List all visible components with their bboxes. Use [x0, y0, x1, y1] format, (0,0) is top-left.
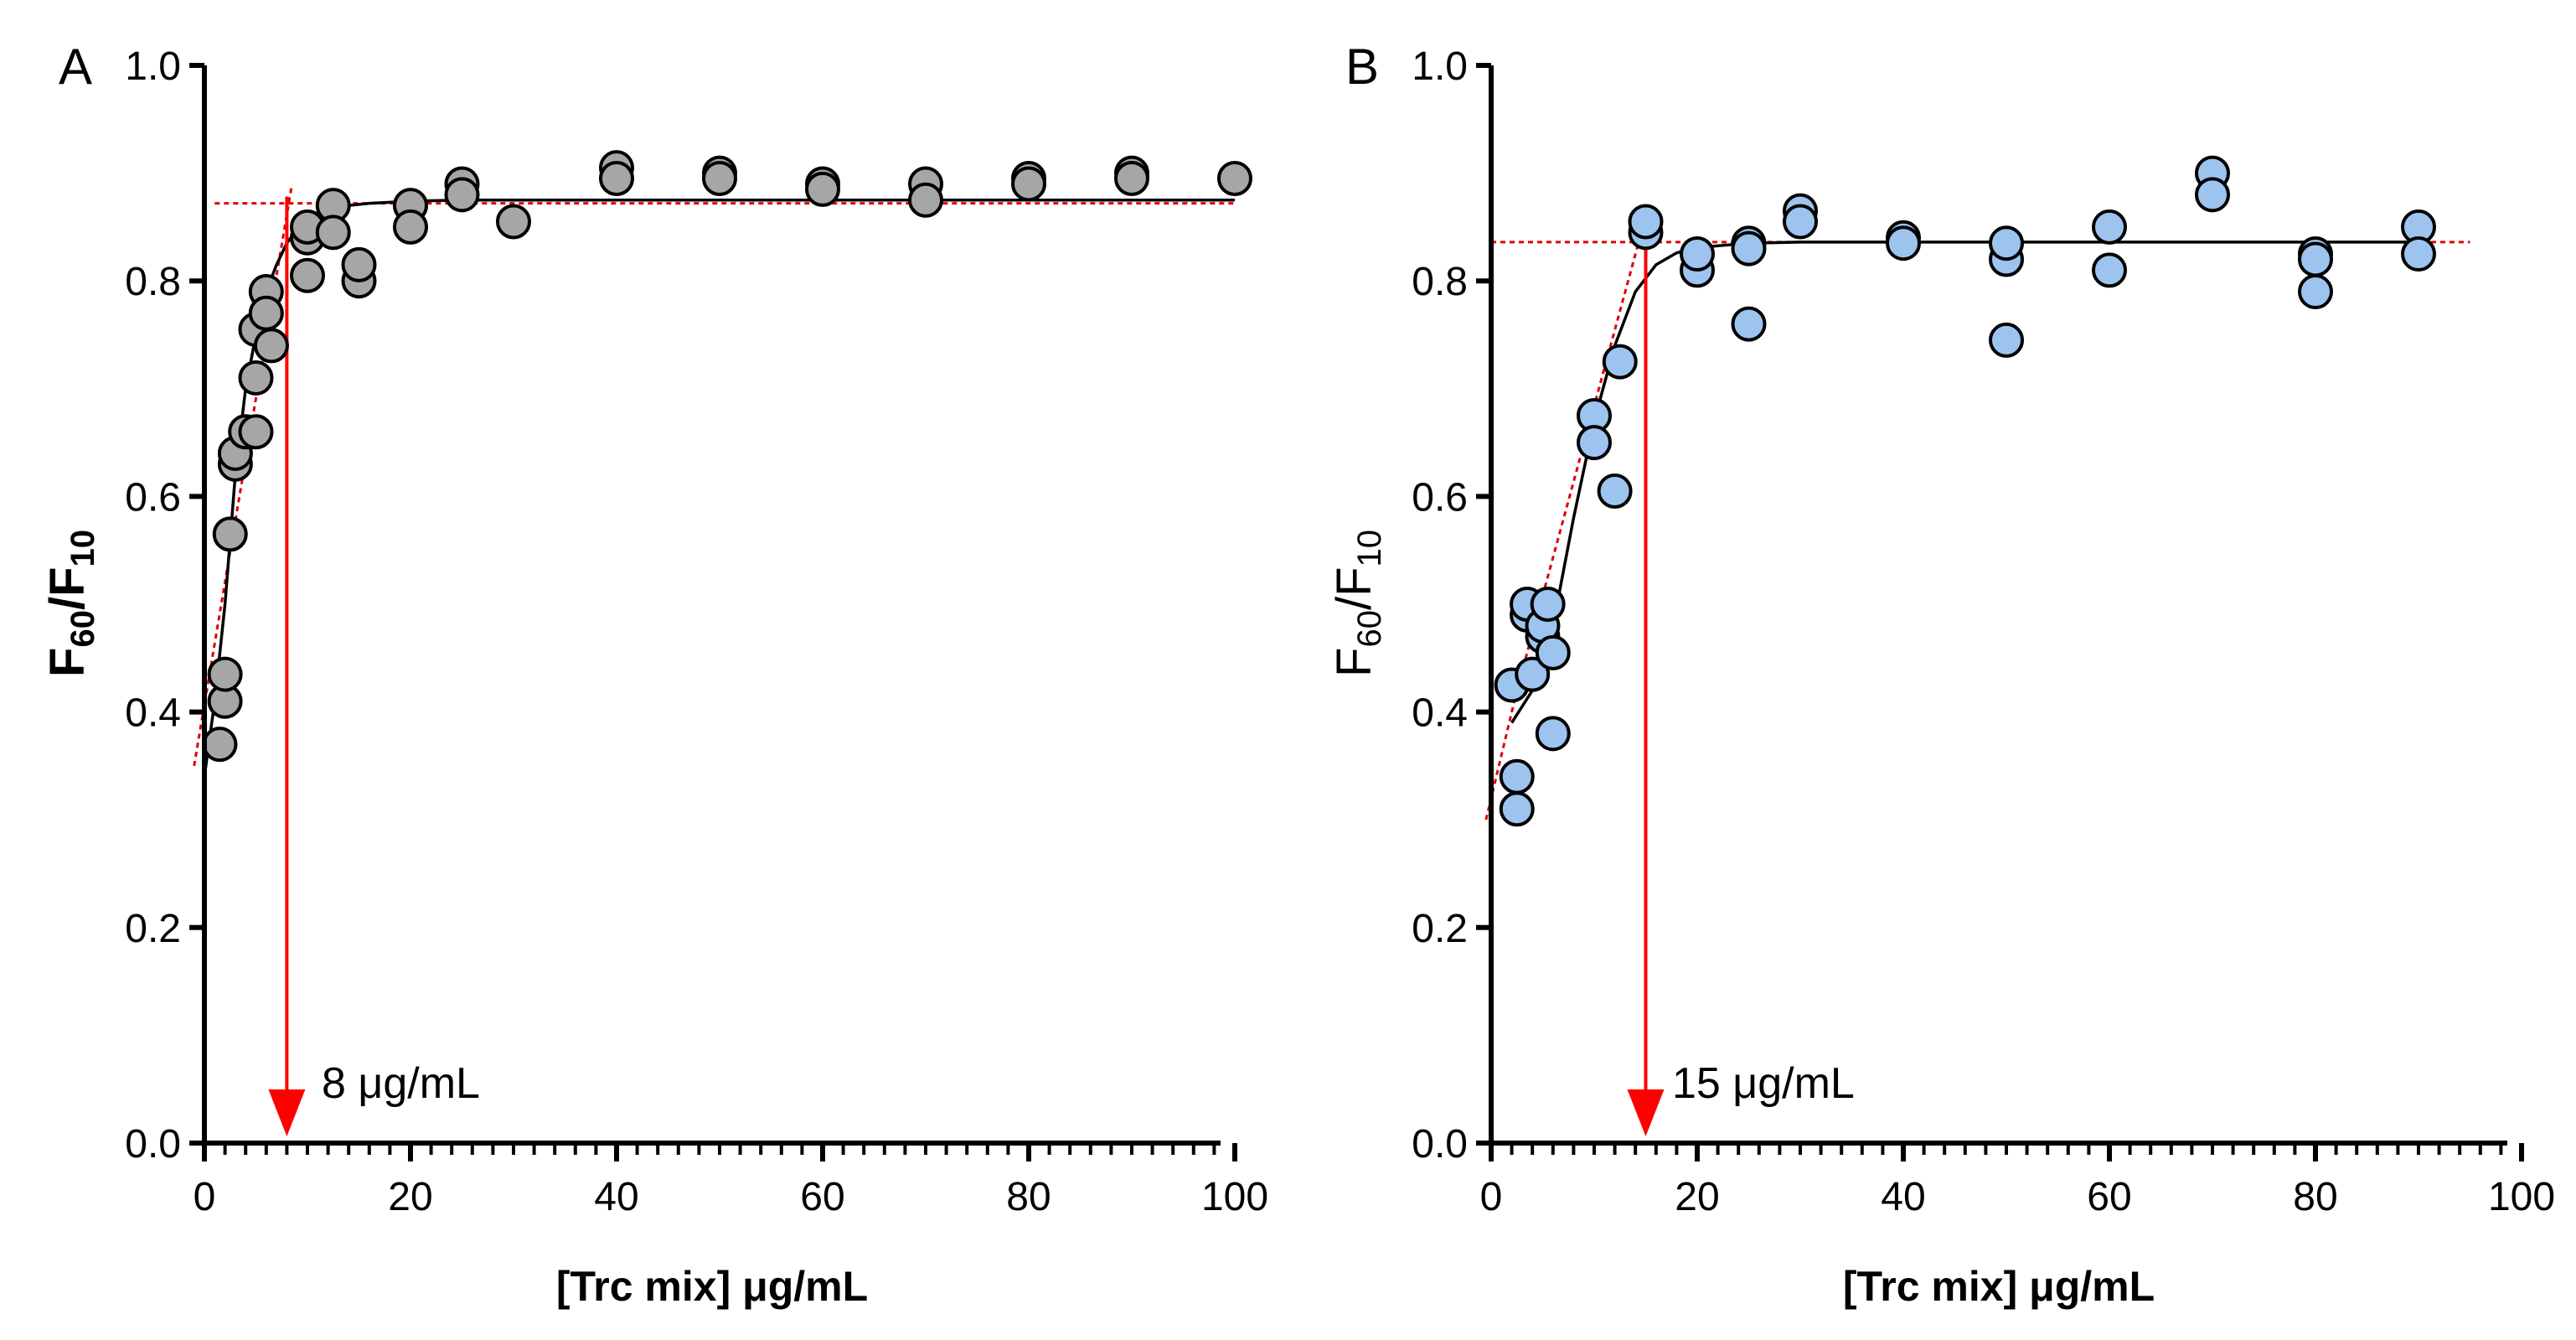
panel-a-data-point	[248, 295, 284, 331]
panel-b-data-point	[1731, 230, 1767, 266]
panel-a-data-point	[238, 414, 274, 450]
panel-b-y-tick-label: 0.4	[1412, 691, 1468, 736]
panel-a-data-point	[1217, 161, 1252, 197]
panel-b-x-axis-title: [Trc mix] μg/mL	[1843, 1263, 2155, 1310]
panel-a: A 0.0 0.2 0.4 0.6 0.8 1.0 0 20 40 60 80 100 8 μg/mL…	[40, 39, 1268, 1310]
panel-a-x-axis-title: [Trc mix] μg/mL	[556, 1263, 868, 1310]
panel-a-threshold-label: 8 μg/mL	[322, 1059, 480, 1108]
panel-b-y-tick-label: 1.0	[1412, 44, 1468, 89]
panel-b-y-axis-title: F60/F10	[1327, 530, 1388, 677]
panel-b-data-point	[1535, 634, 1571, 670]
panel-a-data-point	[805, 171, 840, 207]
panel-b-data-point	[1731, 306, 1767, 342]
panel-a-data-point	[1011, 166, 1046, 202]
panel-b-data-point	[1499, 758, 1535, 794]
panel-a-x-tick-label: 20	[388, 1175, 432, 1219]
panel-a-y-tick-label: 0.4	[125, 691, 181, 736]
panel-b-data-point	[1886, 225, 1921, 261]
panel-b-x-tick-label: 60	[2087, 1175, 2131, 1219]
panel-a-x-tick-label: 100	[1201, 1175, 1268, 1219]
panel-b-data-point	[1989, 322, 2024, 358]
panel-a-data-point	[908, 182, 943, 218]
panel-b-data-point	[2195, 177, 2230, 213]
panel-a-x-tick-label: 40	[594, 1175, 638, 1219]
panel-b-x-tick-label: 20	[1675, 1175, 1719, 1219]
panel-b-x-tick-label: 100	[2488, 1175, 2555, 1219]
panel-a-data-point	[207, 656, 243, 692]
panel-b-axes: 0.0 0.2 0.4 0.6 0.8 1.0 0 20 40 60 80 100	[1412, 44, 2555, 1219]
panel-b: B 0.0 0.2 0.4 0.6 0.8 1.0 0 20 40 60 80 100 15 μg/m…	[1327, 39, 2555, 1310]
panel-b-threshold-label: 15 μg/mL	[1672, 1059, 1855, 1108]
panel-a-data-point	[496, 204, 531, 240]
panel-a-data-point	[290, 257, 325, 293]
panel-b-fit-curve	[1510, 241, 2419, 724]
panel-a-data-point	[393, 209, 428, 245]
panel-b-data-point	[1989, 225, 2024, 261]
panel-a-y-tick-label: 0.2	[125, 907, 181, 951]
panel-b-data-point	[1628, 204, 1664, 240]
panel-a-data-point	[212, 516, 248, 552]
panel-a-data-point	[202, 727, 238, 763]
panel-b-data-point	[1515, 656, 1551, 692]
panel-b-data-point	[1530, 587, 1566, 622]
panel-a-data-point	[702, 161, 737, 197]
panel-b-data-point	[1680, 236, 1715, 272]
panel-b-y-tick-label: 0.8	[1412, 260, 1468, 304]
panel-b-data-point	[1535, 716, 1571, 752]
panel-b-data-point	[2298, 241, 2333, 277]
panel-b-data-point	[2298, 274, 2333, 310]
panel-a-y-tick-label: 0.6	[125, 475, 181, 520]
panel-a-data-point	[444, 177, 480, 213]
panel-a-y-tick-label: 1.0	[125, 44, 181, 89]
panel-b-y-tick-label: 0.2	[1412, 907, 1468, 951]
panel-b-x-tick-label: 0	[1480, 1175, 1503, 1219]
panel-a-data-point	[253, 328, 289, 364]
panel-b-y-tick-label: 0.6	[1412, 475, 1468, 520]
panel-a-x-tick-label: 80	[1006, 1175, 1051, 1219]
panel-a-data-point	[238, 360, 274, 396]
panel-b-data-point	[2092, 252, 2127, 288]
panel-a-data-point	[341, 246, 377, 282]
panel-a-y-axis-title: F60/F10	[40, 530, 101, 677]
panel-b-data-point	[1783, 204, 1818, 240]
panel-a-data-point	[599, 161, 634, 197]
panel-b-x-tick-label: 40	[1881, 1175, 1925, 1219]
panel-a-marks	[193, 150, 1252, 1136]
panel-a-y-tick-label: 0.0	[125, 1122, 181, 1167]
panel-a-data-point	[1114, 161, 1149, 197]
panel-a-x-tick-label: 0	[194, 1175, 216, 1219]
panel-b-data-point	[1597, 473, 1633, 509]
panel-b-data-point	[1577, 425, 1612, 461]
panel-b-y-tick-label: 0.0	[1412, 1122, 1468, 1167]
panel-a-x-tick-label: 60	[800, 1175, 844, 1219]
panel-b-marks	[1484, 155, 2470, 1136]
panel-b-data-point	[2092, 209, 2127, 245]
panel-a-threshold-arrow-head	[268, 1089, 306, 1136]
panel-label-a: A	[59, 39, 92, 95]
panel-label-b: B	[1345, 39, 1379, 95]
panel-a-y-tick-label: 0.8	[125, 260, 181, 304]
panel-b-data-point	[1499, 791, 1535, 827]
panel-a-axes: 0.0 0.2 0.4 0.6 0.8 1.0 0 20 40 60 80 100	[125, 44, 1268, 1219]
panel-b-data-point	[2401, 236, 2436, 272]
panel-b-x-tick-label: 80	[2293, 1175, 2337, 1219]
panel-b-threshold-arrow-head	[1627, 1089, 1665, 1136]
panel-b-data-point	[1602, 344, 1638, 380]
panel-a-data-point	[315, 215, 351, 251]
